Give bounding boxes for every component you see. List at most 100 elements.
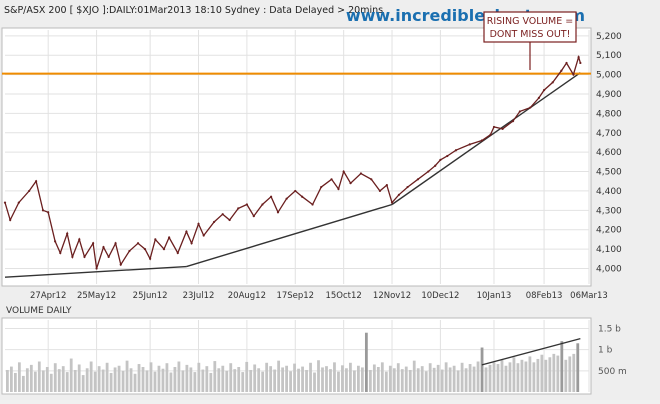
price-point — [518, 110, 521, 113]
x-tick-label: 15Oct12 — [325, 291, 361, 301]
price-point — [577, 56, 580, 59]
price-y-tick-label: 4,400 — [596, 187, 622, 197]
price-point — [511, 120, 515, 123]
volume-bar — [89, 361, 93, 392]
volume-bar — [209, 372, 213, 392]
volume-bar — [297, 368, 300, 392]
volume-bar — [456, 370, 460, 392]
volume-bar — [396, 363, 400, 392]
volume-bar — [257, 368, 261, 392]
volume-bar — [249, 369, 253, 392]
price-y-tick-label: 4,800 — [596, 109, 622, 119]
volume-bar — [468, 364, 472, 392]
volume-bar — [53, 363, 57, 392]
x-tick-label: 20Aug12 — [228, 291, 266, 301]
price-point — [143, 247, 147, 251]
price-y-tick-label: 4,000 — [596, 264, 622, 274]
x-tick-label: 12Nov12 — [373, 291, 411, 301]
price-point — [330, 178, 333, 181]
volume-bar — [452, 365, 456, 392]
volume-bar — [6, 369, 9, 392]
price-point — [406, 185, 409, 189]
volume-bar — [532, 362, 536, 392]
volume-bar — [161, 368, 165, 392]
volume-bar — [21, 375, 25, 392]
volume-y-tick-label: 1 b — [598, 346, 613, 356]
volume-bar — [536, 358, 540, 392]
volume-bar — [13, 372, 17, 392]
price-point — [17, 201, 20, 204]
price-point — [245, 203, 248, 206]
price-point — [237, 207, 240, 210]
price-y-tick-label: 4,300 — [596, 206, 622, 216]
price-point — [47, 211, 50, 214]
volume-bar — [488, 364, 492, 392]
volume-bar — [428, 363, 432, 392]
volume-bar — [25, 368, 29, 392]
volume-bar — [173, 367, 177, 392]
volume-bar — [357, 365, 360, 392]
price-point — [480, 139, 483, 142]
volume-bar — [197, 362, 201, 392]
volume-bar — [496, 364, 500, 392]
volume-bar — [329, 369, 332, 392]
volume-bar — [177, 361, 181, 392]
price-point — [202, 234, 205, 237]
price-point — [212, 220, 216, 224]
volume-bar — [301, 366, 304, 392]
price-y-tick-label: 4,100 — [596, 245, 622, 255]
volume-bar — [392, 368, 396, 392]
volume-bar — [85, 368, 89, 392]
annotation-line-1: RISING VOLUME = — [487, 16, 573, 27]
volume-bar — [269, 366, 273, 392]
volume-bar — [181, 370, 185, 392]
price-point — [529, 106, 532, 109]
volume-bar — [448, 367, 452, 392]
volume-bar — [333, 362, 336, 392]
volume-bar — [57, 369, 61, 392]
x-tick-label: 17Sep12 — [276, 291, 314, 301]
price-point — [542, 89, 546, 92]
price-point — [261, 203, 264, 206]
volume-bar — [213, 361, 217, 392]
price-point — [390, 201, 394, 204]
volume-bar — [404, 366, 408, 392]
price-point — [359, 172, 363, 175]
price-point — [276, 211, 280, 214]
volume-bar — [556, 355, 560, 392]
volume-bar — [149, 362, 153, 392]
volume-bar — [420, 366, 424, 392]
price-point — [119, 263, 122, 266]
price-point — [454, 149, 458, 152]
price-y-tick-label: 5,200 — [596, 32, 622, 42]
volume-bar — [141, 367, 145, 392]
volume-bar — [105, 362, 109, 392]
volume-bar — [380, 362, 384, 392]
volume-bar — [133, 373, 137, 392]
volume-bar — [245, 361, 249, 392]
volume-bar — [376, 367, 380, 392]
volume-bar — [540, 354, 544, 392]
volume-bar — [364, 332, 368, 392]
volume-bar — [61, 366, 65, 392]
volume-bar — [77, 364, 81, 392]
price-point — [434, 164, 437, 167]
volume-bar — [464, 368, 468, 392]
volume-y-axis-labels: 1.5 b 1 b 500 m — [598, 324, 627, 376]
volume-bar — [229, 363, 233, 392]
price-point — [342, 170, 345, 173]
volume-y-tick-label: 1.5 b — [598, 324, 621, 334]
volume-bar — [337, 371, 340, 392]
volume-bar — [157, 365, 161, 392]
volume-bar — [572, 353, 576, 392]
volume-bar — [33, 371, 37, 392]
volume-bar — [576, 343, 580, 392]
annotation-line-2: DONT MISS OUT! — [490, 29, 571, 40]
volume-bar — [544, 359, 548, 392]
price-point — [252, 215, 255, 218]
volume-bar — [516, 363, 520, 392]
price-point — [537, 96, 540, 99]
volume-bar — [512, 357, 516, 392]
price-y-tick-label: 4,900 — [596, 90, 622, 100]
